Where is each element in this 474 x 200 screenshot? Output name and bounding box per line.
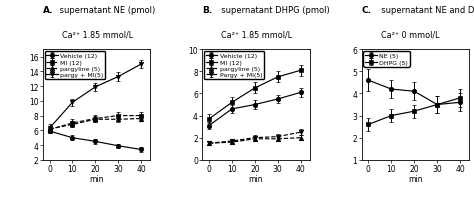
Text: B.: B. bbox=[202, 6, 212, 15]
X-axis label: min: min bbox=[249, 174, 263, 183]
Text: Ca²⁺ 0 mmol/L: Ca²⁺ 0 mmol/L bbox=[381, 30, 439, 39]
Text: supernatant NE and DHPG (pmol): supernatant NE and DHPG (pmol) bbox=[375, 6, 474, 15]
Legend: NE (5), DHPG (5): NE (5), DHPG (5) bbox=[364, 52, 410, 67]
Text: C.: C. bbox=[362, 6, 372, 15]
Legend: Vehicle (12), MI (12), pargyline (5), pargy + MI(5): Vehicle (12), MI (12), pargyline (5), pa… bbox=[45, 52, 105, 80]
X-axis label: min: min bbox=[408, 174, 423, 183]
Text: supernatant DHPG (pmol): supernatant DHPG (pmol) bbox=[216, 6, 330, 15]
Text: supernatant NE (pmol): supernatant NE (pmol) bbox=[57, 6, 155, 15]
Text: Ca²⁺ 1.85 mmol/L: Ca²⁺ 1.85 mmol/L bbox=[221, 30, 292, 39]
Text: Ca²⁺ 1.85 mmol/L: Ca²⁺ 1.85 mmol/L bbox=[62, 30, 133, 39]
X-axis label: min: min bbox=[89, 174, 104, 183]
Legend: Vehicle (12), MI (12), pargyline (5), Pargy + MI(5): Vehicle (12), MI (12), pargyline (5), Pa… bbox=[204, 52, 264, 80]
Text: A.: A. bbox=[43, 6, 53, 15]
